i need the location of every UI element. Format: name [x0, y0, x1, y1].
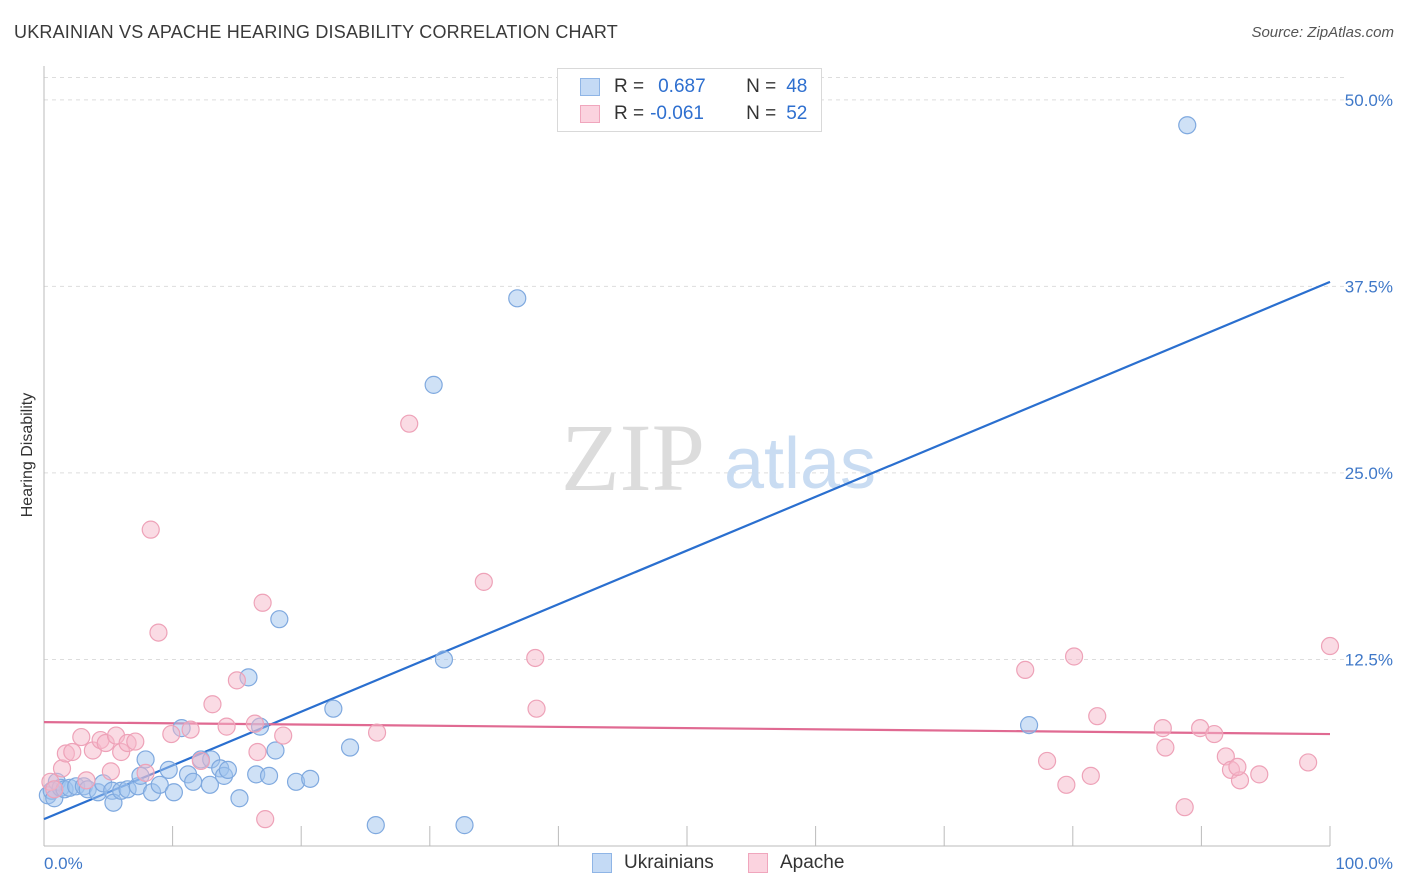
point-ukrainians: [270, 610, 289, 629]
trend-line-ukrainians: [43, 280, 1331, 821]
legend-r-label: R =: [614, 76, 645, 97]
point-ukrainians: [1178, 116, 1197, 135]
legend-swatch-apache: [748, 853, 768, 873]
y-tick-label: 50.0%: [1345, 91, 1393, 110]
point-ukrainians: [340, 738, 360, 757]
point-apache: [1250, 765, 1269, 784]
point-apache: [367, 723, 387, 742]
point-apache: [1037, 751, 1057, 771]
series-legend: Ukrainians Apache: [0, 852, 1406, 876]
data-points: [38, 116, 1340, 835]
legend-swatch-ukrainians: [580, 78, 600, 96]
point-apache: [72, 727, 91, 747]
y-tick-label: 12.5%: [1345, 650, 1393, 669]
point-apache: [1320, 636, 1340, 656]
point-apache: [191, 751, 210, 771]
point-apache: [141, 520, 160, 539]
point-ukrainians: [184, 772, 203, 791]
stats-legend: R = 0.687 N = 48 R = -0.061 N = 52: [557, 68, 822, 132]
point-ukrainians: [159, 760, 178, 779]
x-tick-label: 0.0%: [44, 854, 83, 873]
legend-item-apache: Apache: [748, 852, 844, 874]
point-ukrainians: [455, 816, 474, 835]
point-apache: [1081, 766, 1100, 785]
point-apache: [1299, 753, 1318, 772]
point-ukrainians: [200, 775, 219, 794]
point-apache: [77, 771, 96, 790]
point-apache: [45, 780, 64, 799]
point-apache: [526, 648, 545, 668]
point-ukrainians: [230, 789, 249, 808]
point-apache: [52, 759, 72, 778]
point-apache: [227, 671, 246, 690]
point-ukrainians: [1019, 716, 1039, 735]
point-ukrainians: [301, 769, 320, 788]
legend-swatch-ukrainians: [592, 853, 612, 873]
point-apache: [181, 720, 200, 739]
point-apache: [1156, 738, 1175, 757]
legend-item-ukrainians: Ukrainians: [592, 852, 714, 874]
grid-lines: [44, 76, 1345, 660]
watermark-zip: ZIP: [561, 404, 705, 511]
point-apache: [126, 732, 145, 751]
point-apache: [253, 593, 272, 612]
watermark: ZIP atlas: [561, 404, 876, 511]
point-apache: [400, 414, 419, 433]
point-ukrainians: [424, 375, 443, 394]
y-tick-label: 37.5%: [1345, 277, 1393, 296]
source-label: Source: ZipAtlas.com: [1251, 24, 1394, 41]
legend-n-value: 52: [786, 103, 808, 124]
point-apache: [474, 572, 493, 591]
axes: [43, 66, 1331, 847]
point-ukrainians: [324, 699, 343, 718]
trend-line-apache: [43, 721, 1331, 736]
legend-n-label: N =: [746, 103, 777, 124]
point-ukrainians: [150, 775, 169, 794]
point-apache: [149, 623, 168, 642]
legend-label-apache: Apache: [780, 852, 845, 873]
point-apache: [63, 742, 82, 762]
point-apache: [248, 742, 267, 762]
point-apache: [256, 810, 275, 829]
y-tick-label: 25.0%: [1345, 464, 1393, 483]
point-apache: [162, 724, 181, 744]
legend-swatch-apache: [580, 105, 600, 123]
point-ukrainians: [259, 766, 279, 785]
point-ukrainians: [366, 816, 385, 835]
legend-n-label: N =: [746, 76, 777, 97]
legend-row-apache: R = -0.061 N = 52: [580, 102, 807, 126]
point-apache: [527, 699, 546, 718]
trend-lines: [43, 280, 1331, 821]
legend-r-label: R =: [614, 103, 645, 124]
tick-labels: 12.5% 25.0% 37.5% 50.0% 0.0% 100.0%: [44, 91, 1393, 873]
legend-row-ukrainians: R = 0.687 N = 48: [580, 75, 807, 99]
point-apache: [1175, 798, 1194, 817]
legend-r-value: -0.061: [650, 103, 704, 124]
point-apache: [1228, 757, 1247, 777]
point-apache: [217, 717, 236, 736]
chart-title: UKRAINIAN VS APACHE HEARING DISABILITY C…: [14, 22, 618, 42]
legend-r-value: 0.687: [658, 76, 706, 97]
point-ukrainians: [164, 783, 183, 802]
point-apache: [1064, 647, 1084, 666]
legend-n-value: 48: [786, 76, 808, 97]
point-apache: [1016, 660, 1035, 680]
point-apache: [245, 714, 265, 733]
point-ukrainians: [434, 650, 454, 669]
point-apache: [1057, 775, 1076, 794]
point-ukrainians: [218, 760, 237, 779]
point-apache: [136, 763, 155, 782]
point-apache: [1153, 719, 1172, 738]
legend-label-ukrainians: Ukrainians: [624, 852, 714, 873]
watermark-atlas: atlas: [724, 424, 876, 504]
point-ukrainians: [508, 289, 527, 308]
x-tick-label: 100.0%: [1335, 854, 1393, 873]
point-apache: [203, 695, 222, 714]
point-apache: [101, 762, 120, 781]
point-ukrainians: [266, 741, 285, 760]
point-apache: [1205, 724, 1224, 744]
point-apache: [274, 726, 293, 745]
point-apache: [1088, 707, 1107, 726]
